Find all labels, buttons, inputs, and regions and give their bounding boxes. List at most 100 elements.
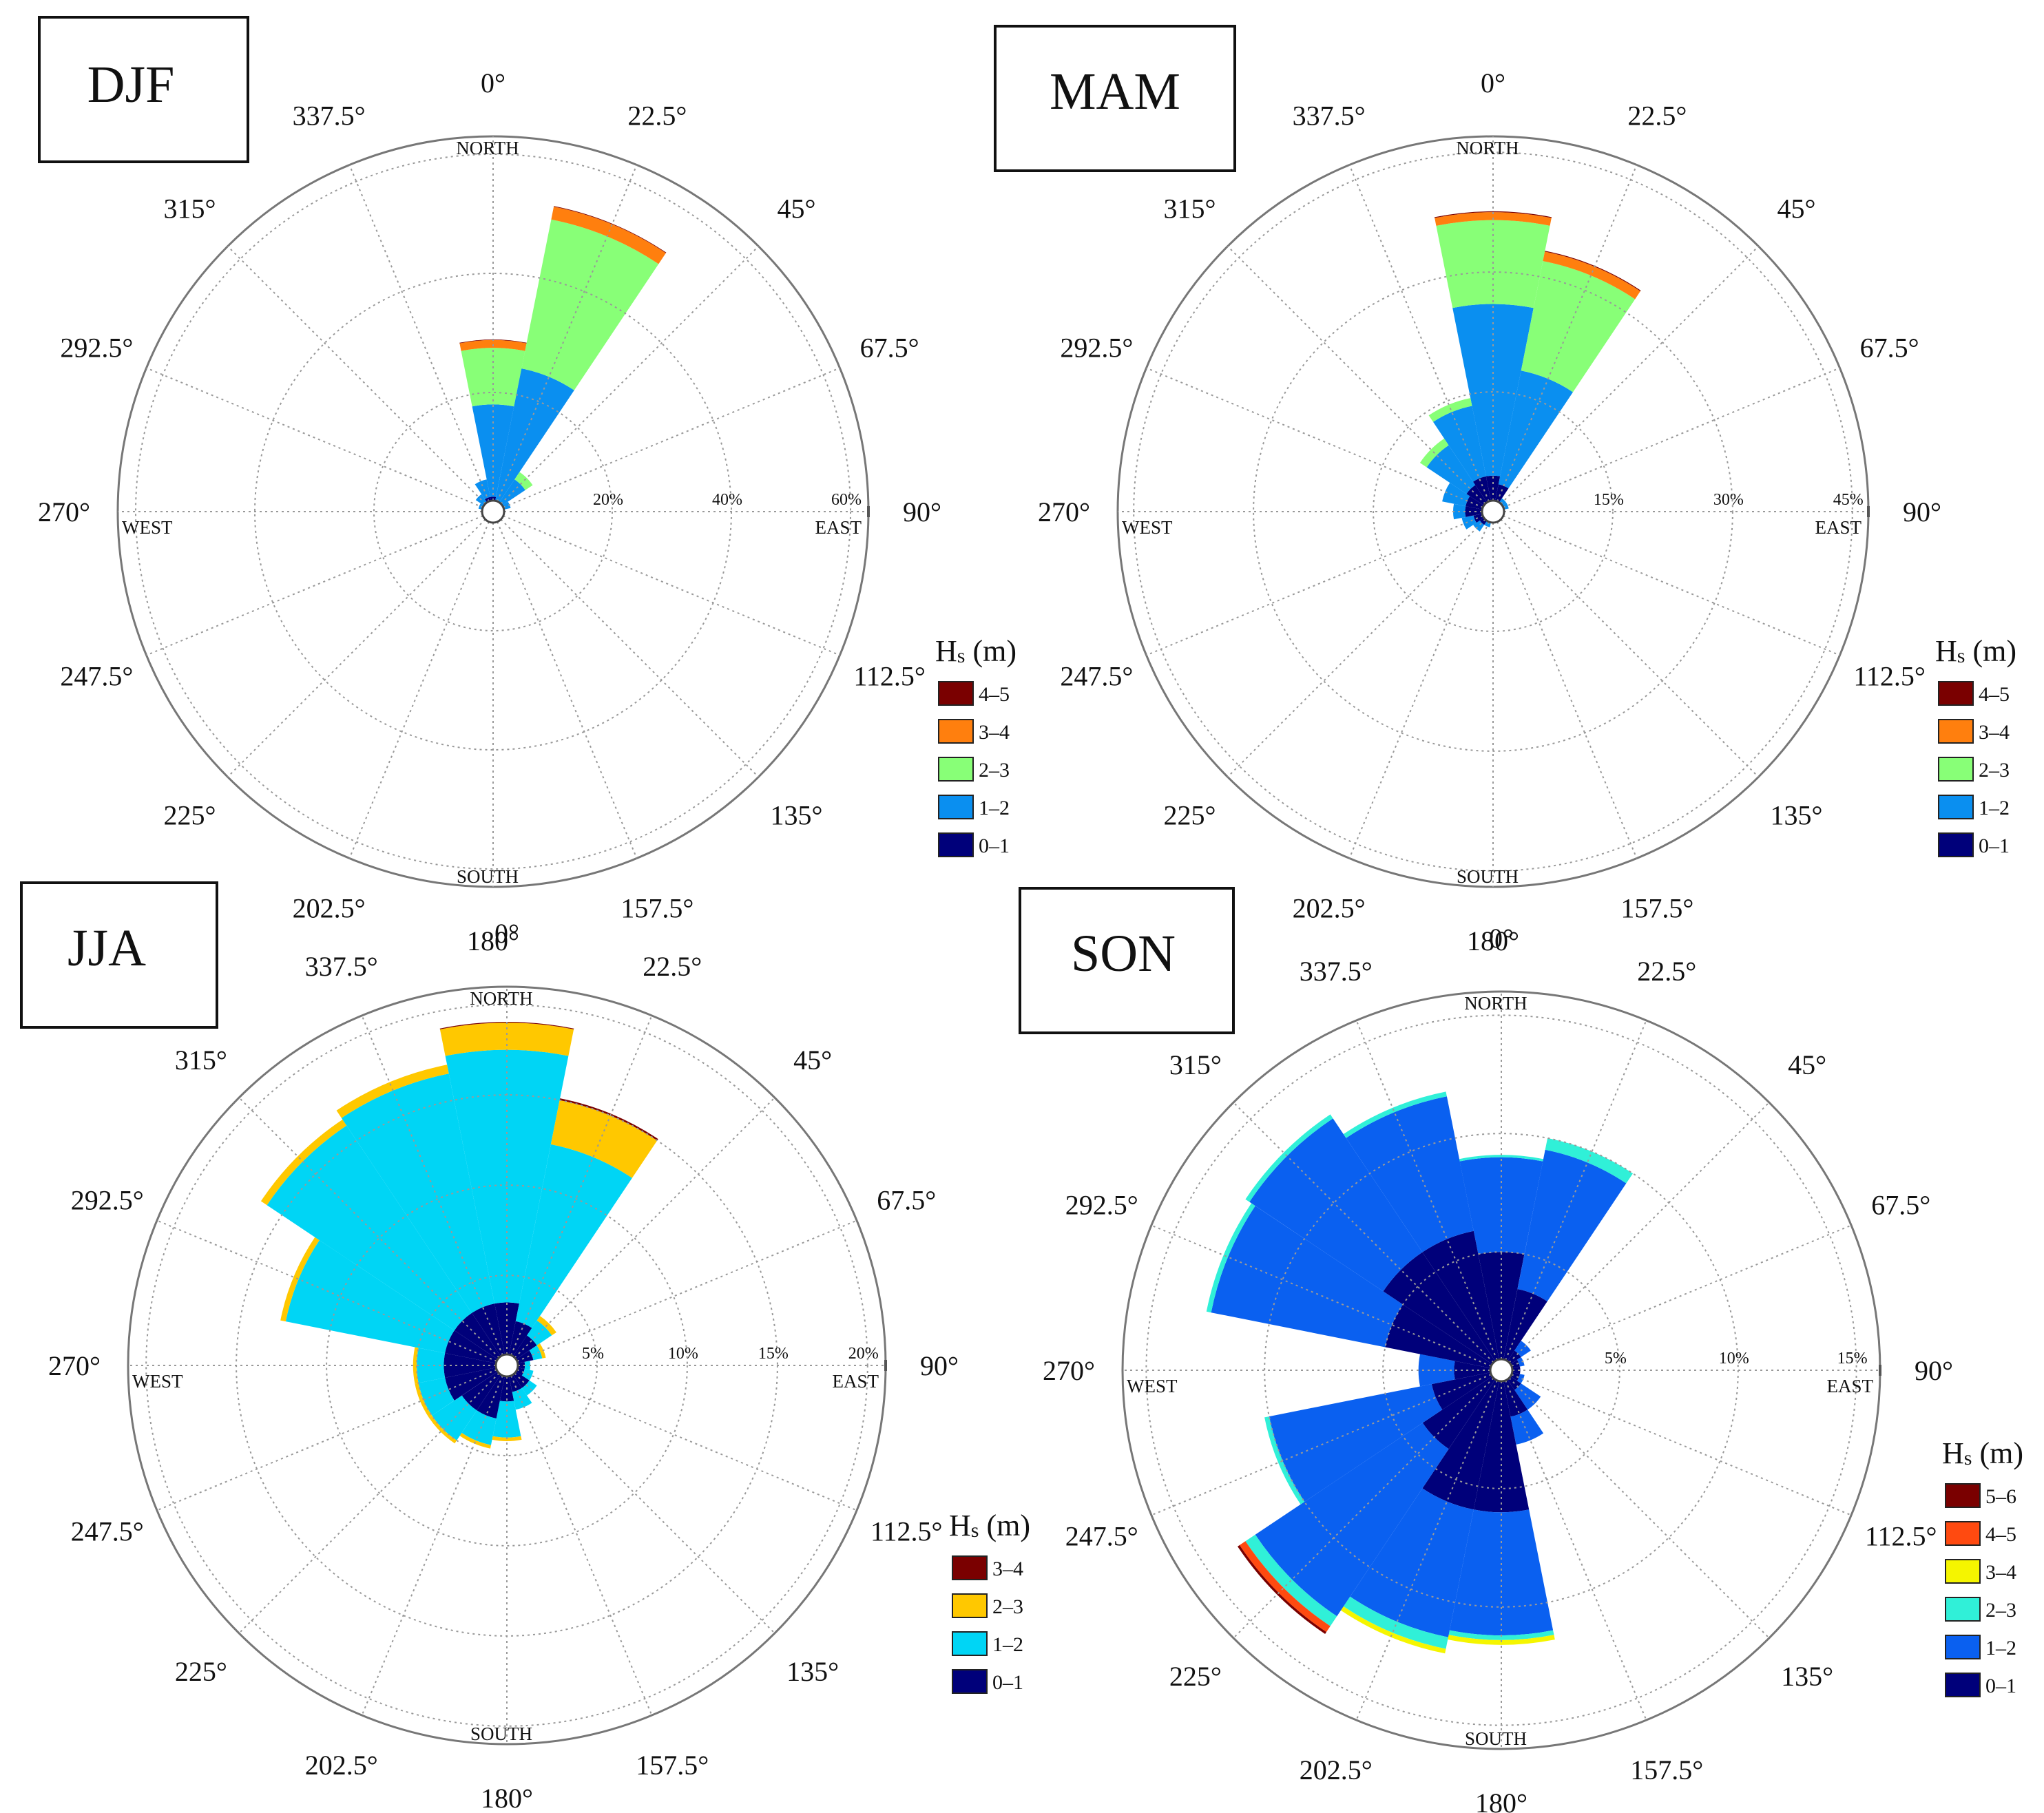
direction-label: 225° [1169, 1661, 1222, 1692]
legend-item-label: 1–2 [979, 797, 1010, 819]
legend-title: Hs (m) [935, 634, 1016, 668]
south-label: SOUTH [470, 1723, 532, 1744]
direction-label: 67.5° [1860, 333, 1919, 364]
radial-tick-label: 45% [1833, 491, 1864, 509]
legend-item-label: 3–4 [1985, 1561, 2016, 1584]
bar-180-deg-3–4 [1448, 1635, 1555, 1645]
legend: Hs (m) 3–4 2–3 1–2 0–1 [949, 1509, 1030, 1694]
legend-swatch [1945, 1635, 1981, 1659]
direction-label: 180° [1475, 1788, 1527, 1813]
grid-spoke [1492, 511, 1638, 859]
direction-label: 112.5° [1853, 660, 1926, 691]
bar-247.5-deg-2–3 [1264, 1416, 1305, 1505]
panel-son: SON 5% 10% 15% 0° 22.5° 45° 67.5° 90° 112.5° 135°… [1019, 887, 2023, 1813]
grid-spoke [361, 1365, 508, 1716]
bar-0-deg-1–2 [1459, 1157, 1543, 1255]
direction-label: 247.5° [71, 1516, 144, 1547]
grid-spoke [506, 1219, 857, 1366]
bar-247.5-deg-0–1 [445, 1365, 507, 1401]
grid-ring [135, 154, 851, 870]
direction-label: 112.5° [870, 1516, 943, 1547]
legend-title-sub: s [971, 1519, 979, 1542]
center-circle [481, 499, 505, 524]
grid-spoke [506, 1365, 775, 1634]
radial-tick-label: 5% [582, 1345, 604, 1363]
bar-0-deg-2–3 [1436, 220, 1550, 308]
grid-spoke [1227, 511, 1494, 778]
bar-45-deg-2–3 [514, 472, 533, 490]
grid-spoke [1492, 511, 1840, 656]
grid-spoke [156, 1365, 508, 1511]
legend-title-unit: (m) [1965, 634, 2016, 668]
legend-item-label: 3–4 [1979, 721, 2010, 744]
legend-swatch [952, 1593, 988, 1618]
radial-tick-label: 15% [1837, 1350, 1868, 1367]
south-label: SOUTH [1457, 866, 1519, 887]
grid-ring [1373, 391, 1614, 632]
center-circle [1481, 499, 1505, 524]
legend-title: Hs (m) [1935, 634, 2016, 668]
legend-swatch [952, 1555, 988, 1580]
season-label: JJA [67, 919, 146, 977]
direction-label: 292.5° [1060, 333, 1133, 364]
bar-67.5-deg-1–2 [1516, 1356, 1525, 1367]
grid-ring [236, 1094, 778, 1637]
direction-label: 247.5° [1060, 660, 1133, 691]
bar-22.5-deg-2–3 [1521, 261, 1636, 392]
direction-label: 45° [793, 1045, 832, 1076]
radial-tick-label: 10% [1719, 1350, 1749, 1367]
center-circle [1489, 1358, 1514, 1383]
grid-spoke [506, 1097, 775, 1366]
grid-spoke [492, 165, 638, 512]
north-label: NORTH [470, 988, 532, 1009]
wave-rose: 5% 10% 15% 0° 22.5° 45° 67.5° 90° 112.5° 135° 157.… [1043, 923, 1953, 1813]
bar-0-deg-0–1 [1478, 1252, 1525, 1370]
direction-label: 337.5° [293, 100, 366, 131]
direction-label: 22.5° [643, 951, 702, 982]
direction-label: 292.5° [71, 1185, 144, 1216]
radial-tick-label: 15% [1594, 491, 1624, 509]
grid-spoke [146, 367, 494, 512]
legend-swatch [1945, 1673, 1981, 1697]
bar-225-deg-2–3 [428, 1415, 457, 1444]
legend-item-label: 2–3 [1985, 1599, 2016, 1622]
bar-292.5-deg-1–2 [1442, 483, 1470, 507]
bar-337.5-deg-1–2 [341, 1073, 495, 1313]
wave-rose: 15% 30% 45% 0° 22.5° 45° 67.5° 90° 112.5° 135° 157… [1038, 67, 1941, 956]
direction-label: 90° [903, 496, 941, 527]
grid-spoke [1151, 1370, 1502, 1516]
legend-title-main: H [949, 1509, 971, 1542]
grid-spoke [1227, 245, 1494, 512]
bar-292.5-deg-0–1 [1385, 1304, 1501, 1370]
bar-180-deg-2–3 [1448, 1630, 1554, 1640]
grid-spoke [492, 367, 840, 512]
legend-item-label: 1–2 [1985, 1637, 2016, 1659]
bar-22.5-deg-0–1 [507, 1321, 532, 1365]
grid-spoke [1355, 1020, 1502, 1371]
season-label-box [1019, 887, 1235, 1034]
bar-202.5-deg-3–4 [1341, 1606, 1446, 1654]
grid-spoke [1233, 1370, 1502, 1639]
grid-spoke [1492, 165, 1638, 512]
legend-item-label: 4–5 [1985, 1523, 2016, 1546]
south-label: SOUTH [457, 866, 519, 887]
grid-spoke [1492, 367, 1840, 512]
grid-spoke [1348, 511, 1494, 859]
bar-202.5-deg-0–1 [1422, 1370, 1501, 1510]
bar-292.5-deg-1–2 [1211, 1206, 1404, 1348]
grid-spoke [348, 165, 494, 512]
direction-label: 337.5° [1300, 956, 1373, 987]
legend-title-unit: (m) [1972, 1436, 2023, 1470]
direction-label: 157.5° [636, 1750, 709, 1781]
bar-202.5-deg-2–3 [459, 1433, 491, 1449]
season-label-box [38, 16, 249, 163]
west-label: WEST [122, 517, 173, 538]
grid-spoke [348, 511, 494, 859]
season-label: MAM [1050, 63, 1180, 120]
bar-247.5-deg-0–1 [1431, 1370, 1501, 1410]
north-label: NORTH [1464, 993, 1527, 1014]
direction-label: 202.5° [305, 1750, 378, 1781]
direction-label: 112.5° [853, 660, 926, 691]
bar-22.5-deg-1–2 [1498, 370, 1573, 489]
bar-225-deg-4–5 [1239, 1541, 1331, 1633]
